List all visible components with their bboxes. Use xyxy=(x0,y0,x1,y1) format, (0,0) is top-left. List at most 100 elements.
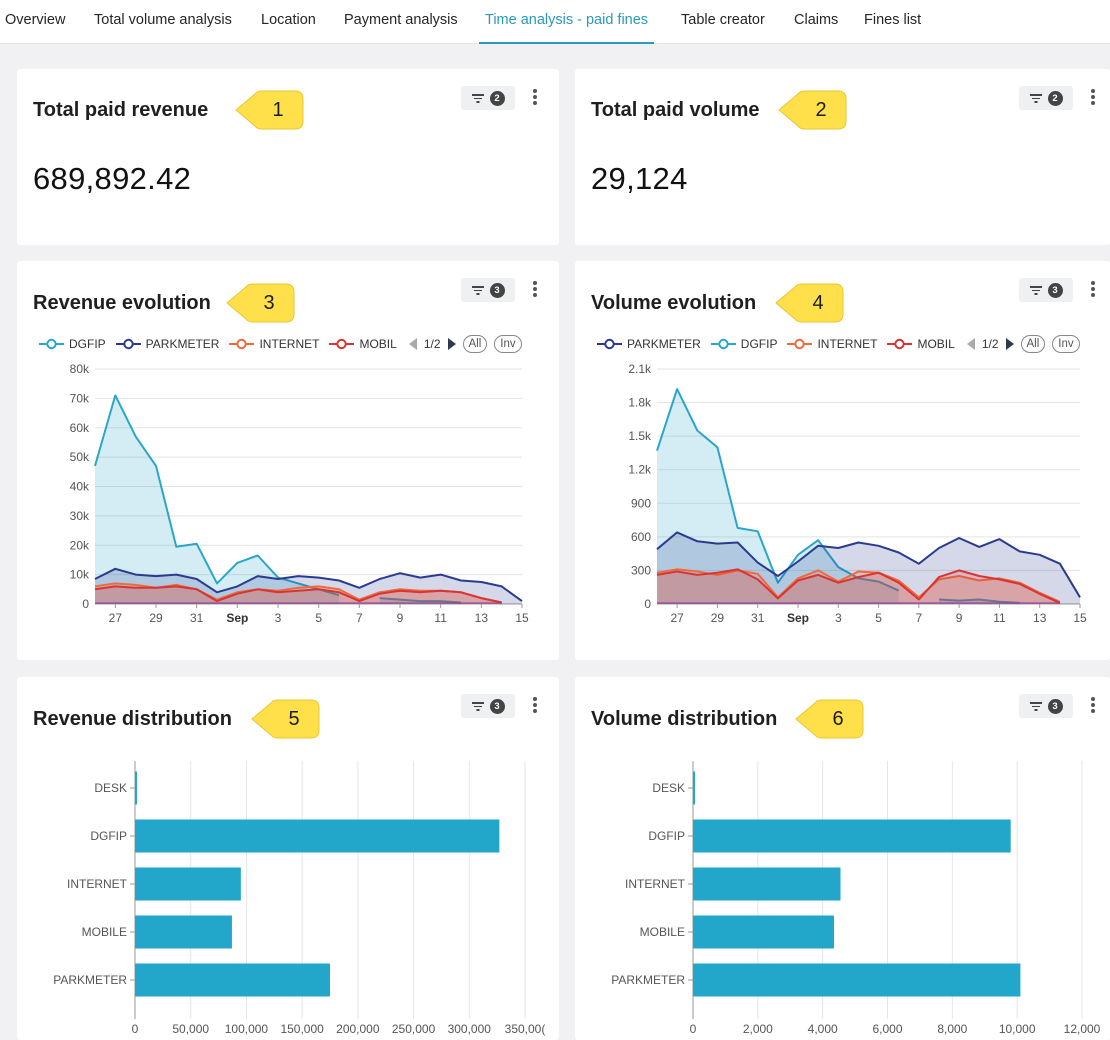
legend-item-mobil[interactable]: MOBIL xyxy=(329,337,397,351)
x-tick-label: Sep xyxy=(226,611,248,625)
tab-payment-analysis[interactable]: Payment analysis xyxy=(344,12,458,28)
x-tick-label: 29 xyxy=(711,611,725,625)
tab-total-volume-analysis[interactable]: Total volume analysis xyxy=(94,12,232,28)
tab-fines-list[interactable]: Fines list xyxy=(864,12,922,28)
legend-marker xyxy=(718,338,729,350)
x-tick-label: 15 xyxy=(1073,611,1087,625)
y-tick-label: PARKMETER xyxy=(53,973,127,987)
legend-item-mobil[interactable]: MOBIL xyxy=(887,337,955,351)
legend-select-all-button[interactable]: All xyxy=(1020,335,1046,353)
bar-dgfip xyxy=(693,819,1011,853)
callout-number: 3 xyxy=(263,292,275,314)
x-tick-label: 7 xyxy=(356,611,363,625)
revenue-distribution-card: Revenue distribution 5 3 0 50,000 100,000 1… xyxy=(17,677,559,1040)
legend-item-parkmeter[interactable]: PARKMETER xyxy=(597,337,701,351)
annotation-callout: 5 xyxy=(251,698,321,740)
filter-icon xyxy=(1029,701,1042,711)
y-tick-label: 20k xyxy=(70,538,90,552)
tab-time-analysis-paid-fines[interactable]: Time analysis - paid fines xyxy=(479,0,655,44)
y-tick-label: 900 xyxy=(631,496,651,510)
series-line-dgfip xyxy=(938,598,1020,604)
chart-legend: DGFIP PARKMETER INTERNET MOBIL 1/2 All I… xyxy=(39,335,522,353)
y-tick-label: 60k xyxy=(70,421,90,435)
tab-overview[interactable]: Overview xyxy=(5,12,66,28)
legend-next-page-icon[interactable] xyxy=(447,338,456,350)
more-options-icon[interactable] xyxy=(1089,279,1097,299)
filter-button[interactable]: 2 xyxy=(461,86,515,110)
x-tick-label: 11 xyxy=(434,611,447,625)
series-line-parkmeter xyxy=(94,567,523,602)
filter-button[interactable]: 3 xyxy=(461,694,515,718)
filter-button[interactable]: 3 xyxy=(1019,278,1073,302)
legend-item-dgfip[interactable]: DGFIP xyxy=(710,337,778,351)
more-options-icon[interactable] xyxy=(531,87,539,107)
x-tick-label: 6,000 xyxy=(872,1022,902,1036)
tab-claims[interactable]: Claims xyxy=(794,12,839,28)
bar-dgfip xyxy=(135,819,500,853)
legend-label: DGFIP xyxy=(740,337,778,351)
y-tick-label: 0 xyxy=(82,597,89,611)
legend-item-internet[interactable]: INTERNET xyxy=(229,337,319,351)
bar-internet xyxy=(135,867,241,901)
card-title: Total paid revenue xyxy=(33,99,209,121)
annotation-callout: 3 xyxy=(226,282,296,324)
filter-icon xyxy=(471,285,484,295)
volume-evolution-chart[interactable]: 0 300 600 900 1.2k 1.5k 1.8k 2.1k 27 29 31 Sep 3 5 7 9 1… xyxy=(575,361,1110,631)
legend-select-all-button[interactable]: All xyxy=(462,335,488,353)
filter-button[interactable]: 2 xyxy=(1019,86,1073,110)
legend-prev-page-icon[interactable] xyxy=(966,338,975,350)
more-options-icon[interactable] xyxy=(1089,695,1097,715)
legend-marker xyxy=(122,338,134,350)
series-line-mobil xyxy=(94,585,502,604)
legend-label: INTERNET xyxy=(817,337,878,351)
series-line-dgfip xyxy=(379,597,462,604)
card-title: Revenue distribution xyxy=(33,708,232,730)
x-tick-label: 11 xyxy=(993,611,1006,625)
y-tick-label: INTERNET xyxy=(625,877,686,891)
bar-mobile xyxy=(135,915,232,949)
bar-parkmeter xyxy=(135,963,330,997)
total-paid-revenue-card: Total paid revenue 1 2 689,892.42 xyxy=(17,69,559,245)
tab-table-creator[interactable]: Table creator xyxy=(681,12,765,28)
y-tick-label: 600 xyxy=(631,530,651,544)
legend-label: MOBIL xyxy=(917,337,955,351)
y-tick-label: 300 xyxy=(631,563,651,577)
card-title: Volume distribution xyxy=(591,708,778,730)
volume-distribution-card: Volume distribution 6 3 0 2,000 4,000 6,000… xyxy=(575,677,1110,1040)
y-tick-label: DESK xyxy=(94,781,127,795)
legend-label: PARKMETER xyxy=(145,337,220,351)
y-tick-label: DESK xyxy=(652,781,685,795)
volume-distribution-chart[interactable]: 0 2,000 4,000 6,000 8,000 10,000 12,000 DESK DGF… xyxy=(575,757,1110,1040)
x-tick-label: 27 xyxy=(670,611,684,625)
filter-icon xyxy=(471,701,484,711)
x-tick-label: 13 xyxy=(475,611,489,625)
more-options-icon[interactable] xyxy=(531,279,539,299)
revenue-evolution-chart[interactable]: 0 10k 20k 30k 40k 50k 60k 70k 80k 27 29 31 Sep 3 5 7 9 11… xyxy=(17,361,559,631)
y-tick-label: 1.2k xyxy=(628,463,652,477)
filter-button[interactable]: 3 xyxy=(461,278,515,302)
y-tick-label: 80k xyxy=(70,362,90,376)
filter-count-badge: 3 xyxy=(1047,698,1063,714)
more-options-icon[interactable] xyxy=(531,695,539,715)
more-options-icon[interactable] xyxy=(1089,87,1097,107)
legend-prev-page-icon[interactable] xyxy=(408,338,417,350)
legend-next-page-icon[interactable] xyxy=(1005,338,1014,350)
filter-count-badge: 2 xyxy=(1047,90,1063,106)
tab-bar: Overview Total volume analysis Location … xyxy=(0,0,1110,44)
filter-button[interactable]: 3 xyxy=(1019,694,1073,718)
annotation-callout: 4 xyxy=(775,282,845,324)
y-tick-label: MOBILE xyxy=(640,925,685,939)
x-tick-label: 200,000 xyxy=(336,1022,380,1036)
legend-item-parkmeter[interactable]: PARKMETER xyxy=(115,337,220,351)
annotation-callout: 1 xyxy=(235,89,305,131)
y-tick-label: INTERNET xyxy=(67,877,128,891)
legend-item-internet[interactable]: INTERNET xyxy=(787,337,877,351)
legend-page-indicator: 1/2 xyxy=(981,337,999,351)
legend-invert-selection-button[interactable]: Inv xyxy=(1052,335,1080,353)
tab-location[interactable]: Location xyxy=(261,12,316,28)
total-paid-revenue-value: 689,892.42 xyxy=(33,161,192,196)
legend-item-dgfip[interactable]: DGFIP xyxy=(39,337,106,351)
x-tick-label: 31 xyxy=(751,611,765,625)
legend-invert-selection-button[interactable]: Inv xyxy=(494,335,522,353)
revenue-distribution-chart[interactable]: 0 50,000 100,000 150,000 200,000 250,000 300,0… xyxy=(17,757,559,1040)
